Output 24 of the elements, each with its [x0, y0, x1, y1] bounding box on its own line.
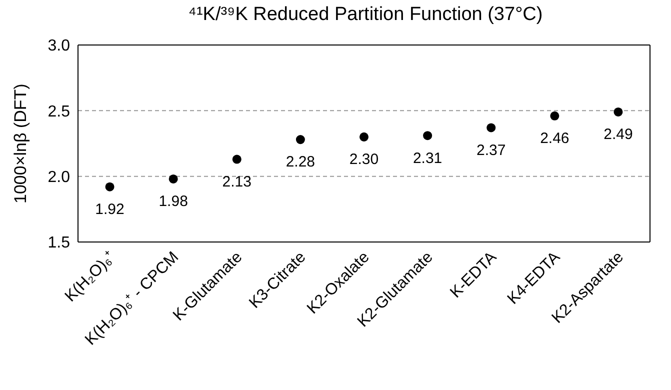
data-label: 2.28 [286, 154, 316, 171]
point [359, 132, 369, 142]
point [105, 182, 114, 192]
y-tick-label: 3.0 [48, 38, 70, 55]
y-tick-label: 1.5 [48, 234, 70, 252]
data-label: 2.46 [540, 130, 570, 148]
point [296, 135, 305, 144]
point [168, 174, 178, 184]
data-label: 2.30 [349, 151, 379, 168]
y-axis-title: 1000×lnβ (DFT) [11, 84, 30, 204]
data-label: 1.98 [158, 193, 188, 210]
point [423, 131, 432, 140]
data-label: 2.37 [476, 142, 506, 159]
point [550, 111, 560, 120]
data-label: 2.13 [222, 173, 252, 190]
chart-title: ⁴¹K/³⁹K Reduced Partition Function (37°C) [187, 4, 544, 27]
point [614, 107, 623, 116]
y-tick-label: 2.0 [48, 169, 70, 186]
data-label: 2.49 [604, 126, 633, 144]
data-label: 2.31 [412, 150, 442, 167]
data-label: 1.92 [95, 201, 124, 218]
point [486, 123, 496, 132]
point [232, 154, 242, 164]
y-tick-label: 2.5 [48, 103, 70, 120]
